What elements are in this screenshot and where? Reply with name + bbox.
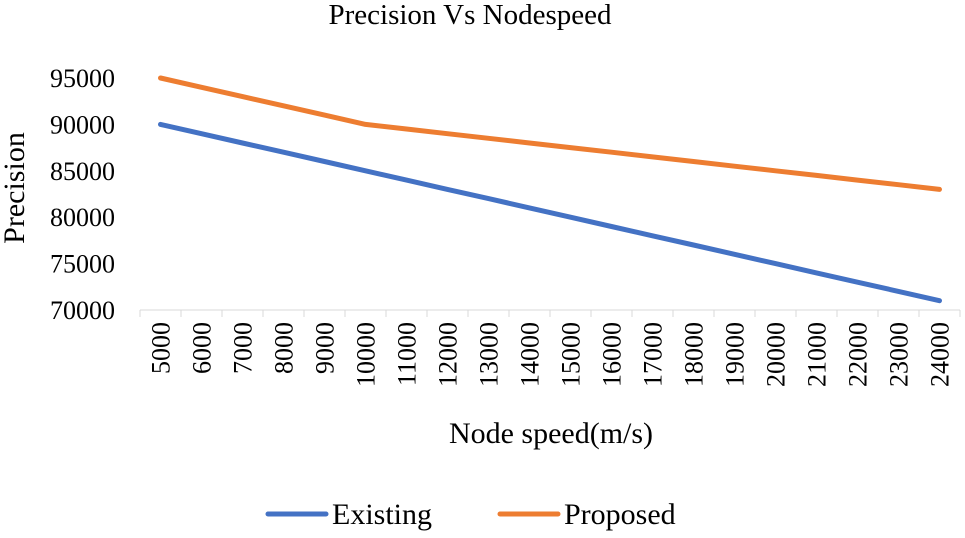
x-tick-label: 9000 xyxy=(311,322,340,374)
x-tick-label: 16000 xyxy=(598,322,627,387)
chart-title: Precision Vs Nodespeed xyxy=(329,0,612,31)
y-axis-label: Precision xyxy=(0,132,31,244)
x-tick-label: 11000 xyxy=(393,322,422,386)
x-tick-label: 10000 xyxy=(352,322,381,387)
y-tick-label: 85000 xyxy=(50,157,115,186)
y-tick-label: 70000 xyxy=(50,296,115,325)
legend-label-proposed: Proposed xyxy=(564,498,676,531)
x-tick-label: 23000 xyxy=(885,322,914,387)
x-tick-label: 12000 xyxy=(434,322,463,387)
x-tick-label: 8000 xyxy=(270,322,299,374)
y-tick-label: 80000 xyxy=(50,203,115,232)
legend: Existing Proposed xyxy=(265,498,676,531)
x-tick-label: 20000 xyxy=(762,322,791,387)
series-line-proposed xyxy=(158,75,942,192)
series-line-existing xyxy=(158,121,942,304)
x-axis-label: Node speed(m/s) xyxy=(449,417,653,450)
x-tick-label: 14000 xyxy=(516,322,545,387)
x-tick-label: 6000 xyxy=(188,322,217,374)
x-tick-label: 18000 xyxy=(680,322,709,387)
x-tick-label: 13000 xyxy=(475,322,504,387)
x-tick-label: 15000 xyxy=(557,322,586,387)
y-axis-ticks: 70000 75000 80000 85000 90000 95000 xyxy=(50,64,115,325)
x-tick-label: 7000 xyxy=(229,322,258,374)
y-tick-label: 90000 xyxy=(50,110,115,139)
x-tick-label: 17000 xyxy=(639,322,668,387)
x-tick-label: 19000 xyxy=(721,322,750,387)
y-tick-label: 75000 xyxy=(50,250,115,279)
x-axis-ticks: 5000 6000 7000 8000 9000 10000 11000 12000 13000… xyxy=(139,310,961,387)
x-tick-label: 21000 xyxy=(803,322,832,387)
x-tick-label: 5000 xyxy=(147,322,176,374)
y-tick-label: 95000 xyxy=(50,64,115,93)
legend-label-existing: Existing xyxy=(332,498,432,531)
x-tick-label: 22000 xyxy=(844,322,873,387)
x-tick-label: 24000 xyxy=(926,322,955,387)
series-lines xyxy=(158,75,942,304)
